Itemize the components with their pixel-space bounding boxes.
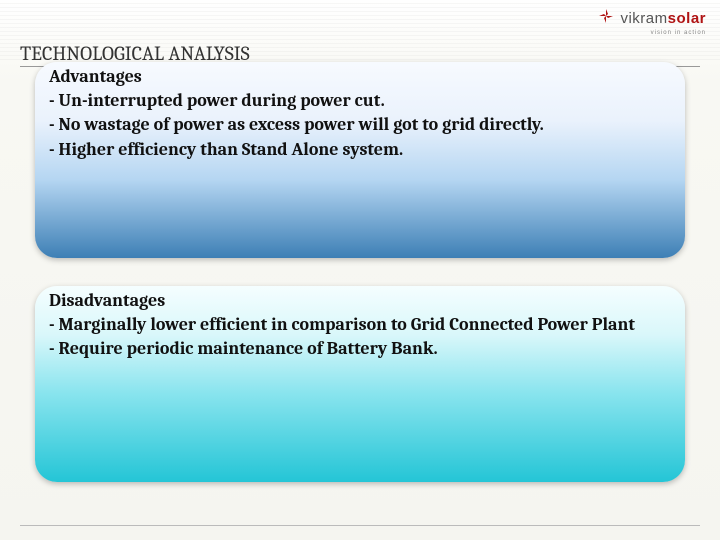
advantages-line: - Higher efficiency than Stand Alone sys… xyxy=(49,138,671,162)
disadvantages-line: - Marginally lower efficient in comparis… xyxy=(49,313,671,337)
disadvantages-panel: Disadvantages - Marginally lower efficie… xyxy=(35,286,685,482)
advantages-line: - No wastage of power as excess power wi… xyxy=(49,113,671,137)
logo-mark-icon xyxy=(598,8,614,28)
advantages-line: - Un-interrupted power during power cut. xyxy=(49,89,671,113)
advantages-panel: Advantages - Un-interrupted power during… xyxy=(35,62,685,258)
bottom-divider xyxy=(20,525,700,526)
disadvantages-line: - Require periodic maintenance of Batter… xyxy=(49,337,671,361)
slide: vikramsolar vision in action TECHNOLOGIC… xyxy=(0,0,720,540)
brand-logo: vikramsolar vision in action xyxy=(598,8,706,36)
disadvantages-title: Disadvantages xyxy=(49,290,671,311)
advantages-title: Advantages xyxy=(49,66,671,87)
logo-text: vikramsolar xyxy=(620,11,706,26)
logo-tagline: vision in action xyxy=(598,30,706,36)
